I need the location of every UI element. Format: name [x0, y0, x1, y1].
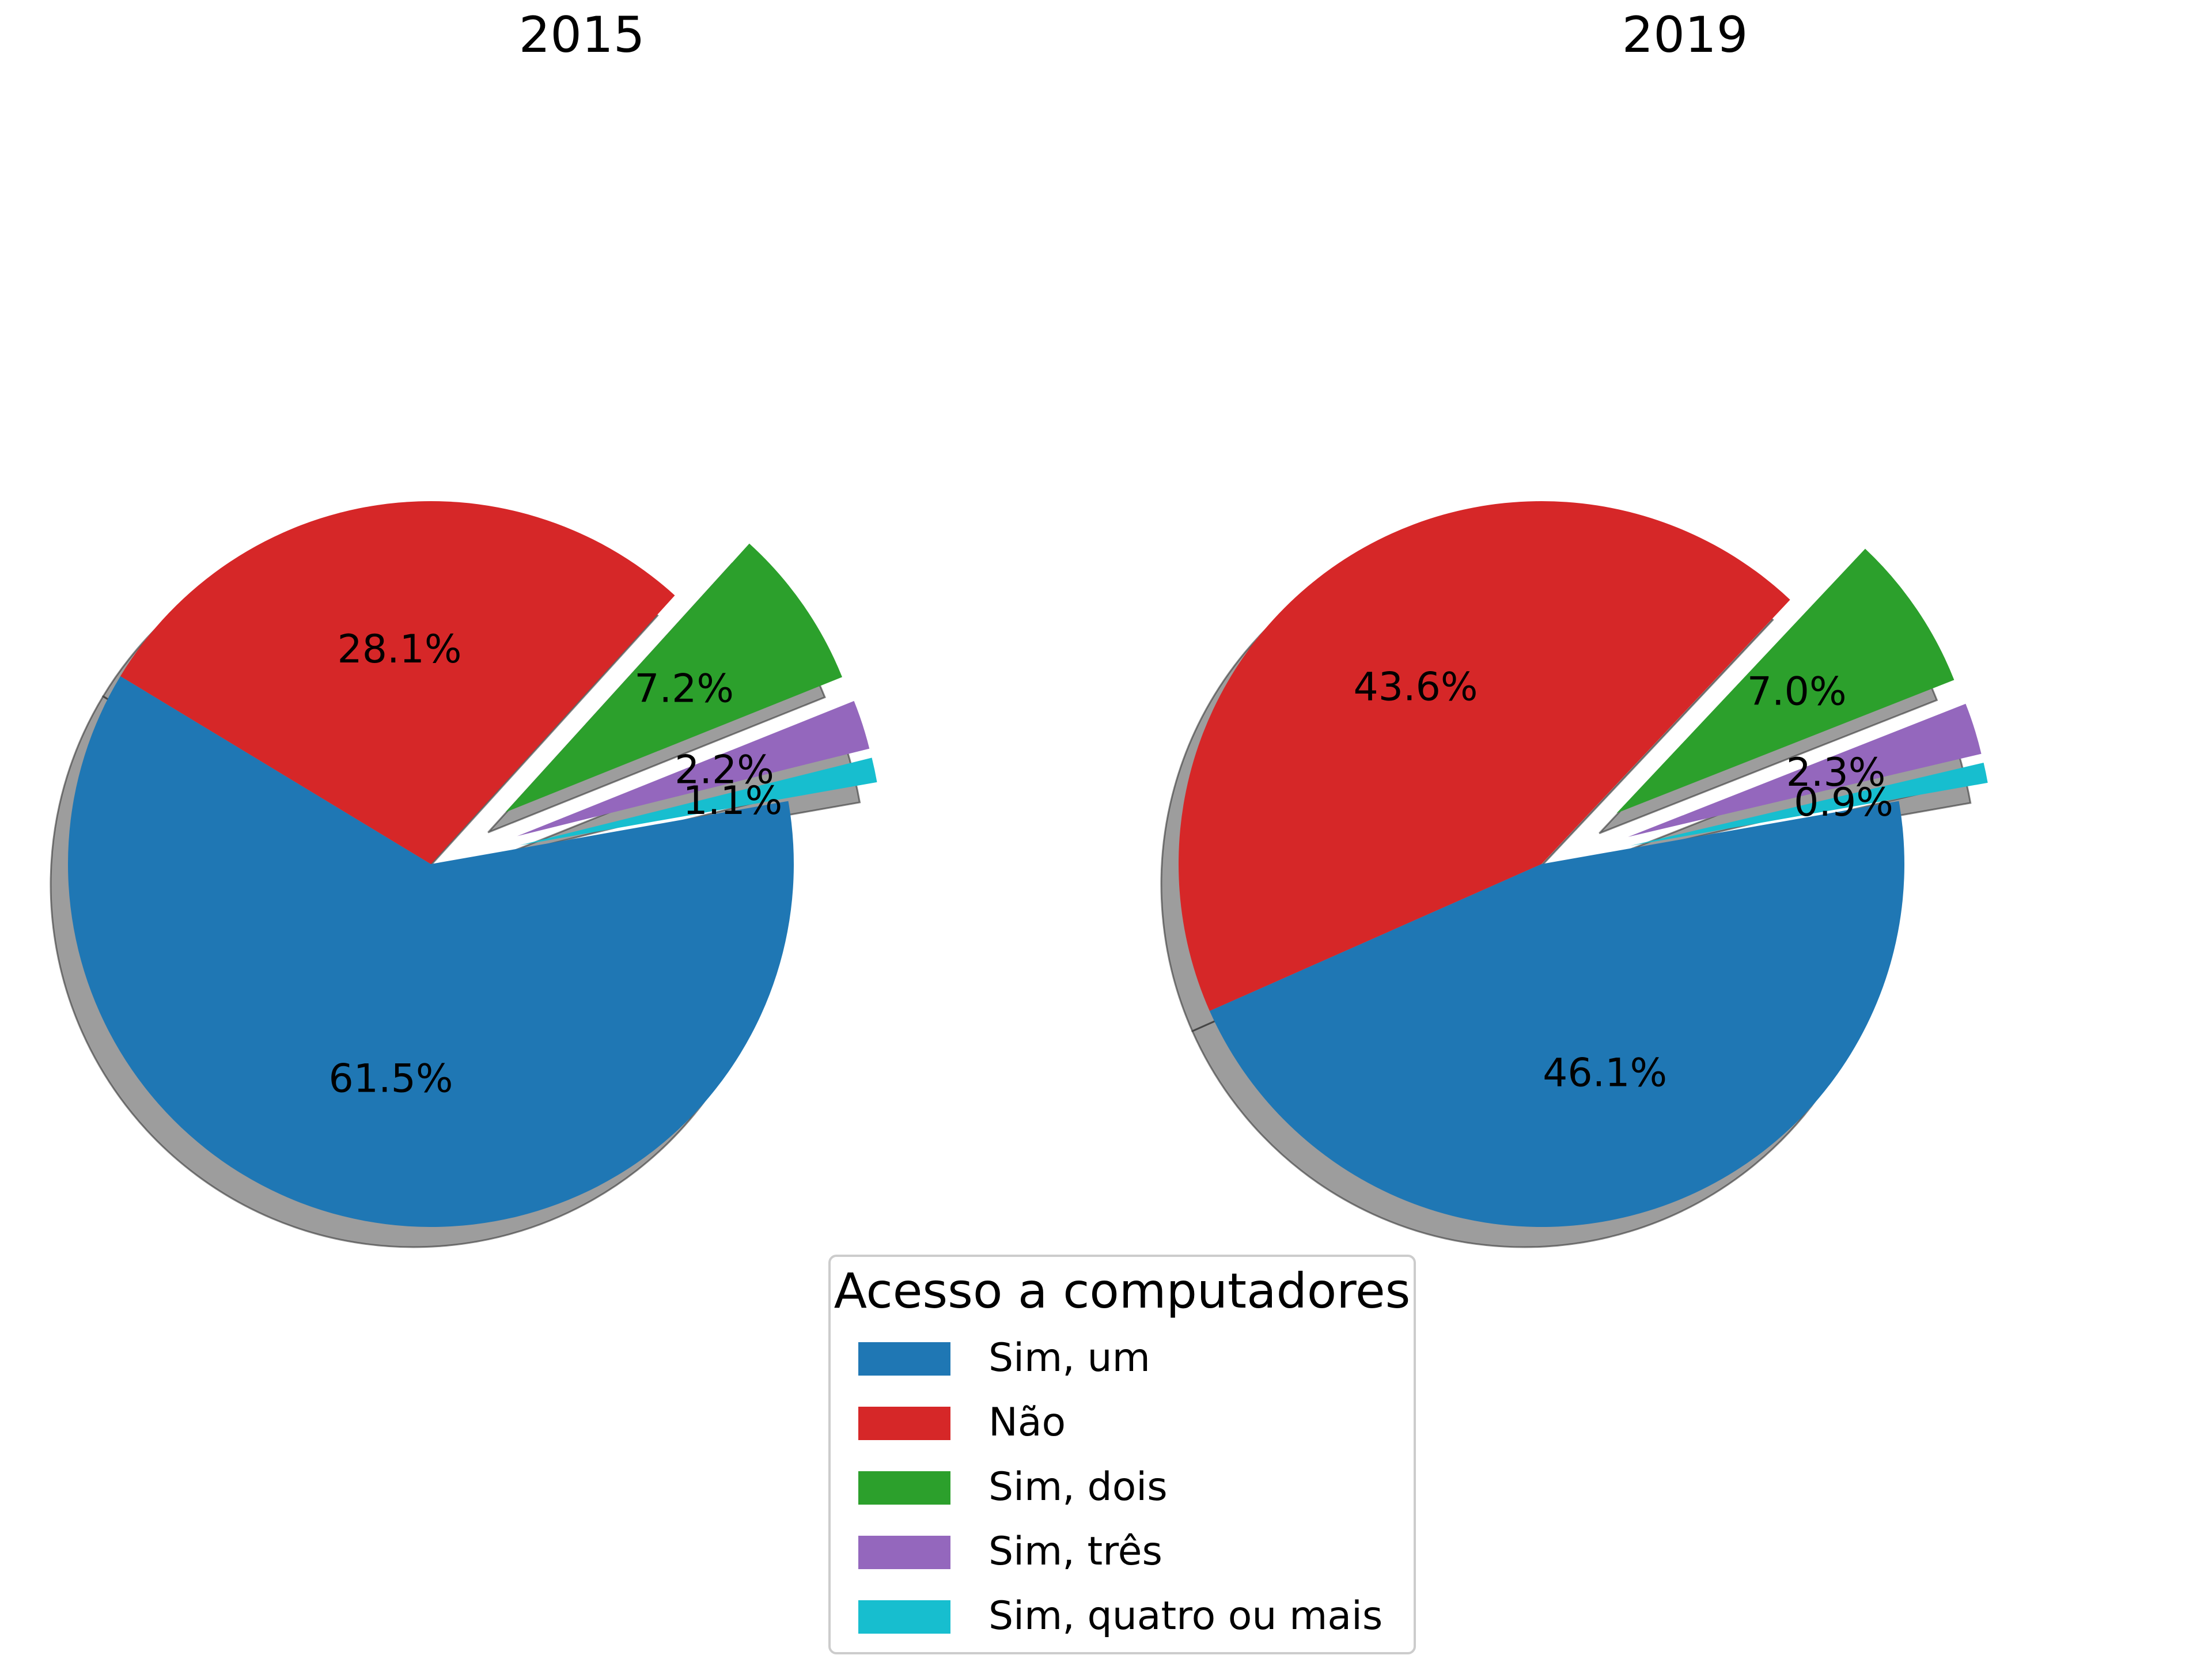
legend-title: Acesso a computadores: [834, 1263, 1411, 1319]
legend-label-sim-dois: Sim, dois: [988, 1464, 1168, 1510]
pie-title-2019: 2019: [1622, 6, 1748, 64]
legend-swatch-sim-quatro-ou-mais: [858, 1600, 950, 1634]
slices: [68, 501, 877, 1227]
legend-items: Sim, um Não Sim, dois Sim, três Sim, quatro …: [858, 1335, 1382, 1639]
slice-label-sim-tres: 2.2%: [675, 747, 774, 793]
slice-sim-dois: [505, 543, 842, 813]
slice-sim-dois: [1616, 548, 1955, 813]
slice-label-sim-dois: 7.2%: [634, 666, 734, 711]
legend-swatch-sim-tres: [858, 1536, 950, 1569]
legend-swatch-sim-um: [858, 1342, 950, 1376]
slice-label-sim-quatro-ou-mais: 0.9%: [1794, 780, 1893, 825]
slice-sim-um: [68, 676, 794, 1227]
slice-sim-tres: [1628, 703, 1982, 837]
legend-swatch-nao: [858, 1407, 950, 1440]
legend-label-sim-tres: Sim, três: [988, 1529, 1162, 1574]
slice-label-sim-um: 46.1%: [1543, 1051, 1667, 1096]
slice-nao: [1178, 501, 1790, 1011]
pie-title-2015: 2015: [519, 6, 645, 64]
slice-nao: [120, 501, 675, 864]
slice-sim-quatro-ou-mais: [520, 757, 877, 846]
slice-label-nao: 43.6%: [1353, 665, 1478, 710]
legend-label-nao: Não: [988, 1400, 1066, 1445]
slice-labels: 46.1% 43.6% 7.0% 2.3%0.9%: [1353, 665, 1893, 1096]
pie-chart-2015: 2015 61.5% 28.1% 7.2% 2.2%1.1%: [50, 6, 877, 1248]
slice-label-sim-tres: 2.3%: [1786, 750, 1886, 796]
legend-swatch-sim-dois: [858, 1471, 950, 1505]
slices: [1178, 501, 1988, 1228]
slice-label-sim-um: 61.5%: [329, 1056, 453, 1102]
slice-label-sim-quatro-ou-mais: 1.1%: [683, 778, 782, 824]
slice-label-nao: 28.1%: [337, 627, 461, 672]
legend: Acesso a computadores Sim, um Não Sim, doi…: [828, 1255, 1416, 1654]
slice-sim-quatro-ou-mais: [1630, 762, 1988, 846]
pie-chart-2019: 2019 46.1% 43.6% 7.0% 2.3%0.9%: [1160, 6, 1988, 1248]
legend-label-sim-quatro-ou-mais: Sim, quatro ou mais: [988, 1593, 1382, 1639]
slice-label-sim-dois: 7.0%: [1747, 669, 1847, 714]
legend-label-sim-um: Sim, um: [988, 1335, 1150, 1381]
slice-sim-um: [1209, 801, 1905, 1228]
slice-labels: 61.5% 28.1% 7.2% 2.2%1.1%: [329, 627, 783, 1102]
legend-frame: [828, 1255, 1416, 1654]
slice-sim-tres: [517, 700, 870, 836]
